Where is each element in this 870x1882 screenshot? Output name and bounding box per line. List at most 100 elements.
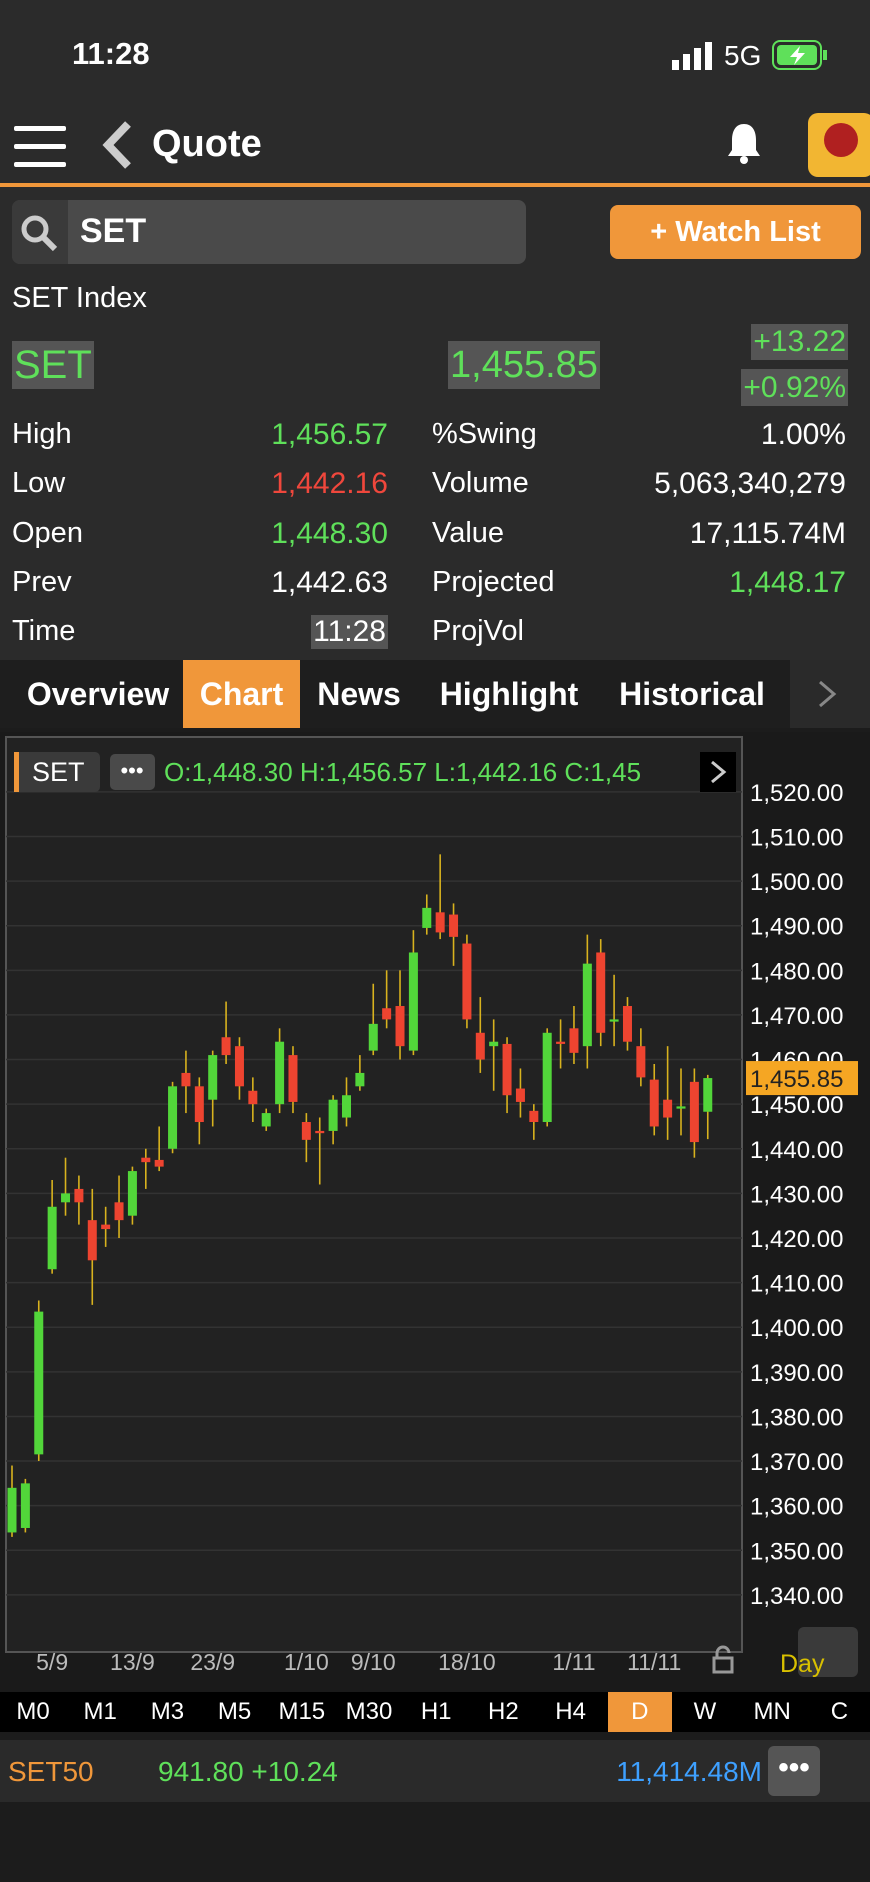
y-tick-label: 1,360.00 [750,1494,843,1521]
period-label: Day [780,1650,825,1678]
y-tick-label: 1,430.00 [750,1181,843,1208]
y-tick-label: 1,520.00 [750,780,843,807]
timeframe[interactable]: H4 [555,1698,586,1725]
bell-icon[interactable] [726,122,762,164]
candle-body [275,1041,285,1105]
timeframe[interactable]: C [830,1698,849,1725]
quote-change-pct: +0.92% [741,369,848,406]
candle-body [422,907,432,928]
symbol-chip-bar [14,752,19,792]
lock-icon [712,1645,734,1674]
y-tick-label: 1,350.00 [750,1538,843,1565]
ohlc-clip: O:1,448.30 H:1,456.57 L:1,442.16 C:1,45 [164,757,641,787]
candle-body [542,1032,552,1123]
y-tick-label: 1,490.00 [750,914,843,941]
stat-value: 17,115.74M [689,517,846,550]
aspen-logo[interactable] [808,113,870,177]
candle-body [288,1055,298,1102]
tab[interactable]: Overview [26,676,170,712]
candle-body [34,1311,44,1455]
tab[interactable]: News [317,676,401,712]
candle-body [248,1090,258,1105]
ohlc-text: O:1,448.30 H:1,456.57 L:1,442.16 C:1,45 [164,757,641,787]
timeframe[interactable]: MN [753,1698,791,1725]
candle-body [529,1110,539,1123]
menu-icon[interactable] [14,126,68,168]
candle-body [328,1099,338,1131]
y-tick-label: 1,370.00 [750,1449,843,1476]
candle-body [408,952,418,1051]
stat-value: 1,456.57 [271,418,388,451]
stat-value: 1,442.63 [271,566,388,599]
y-tick-label: 1,500.00 [750,869,843,896]
y-tick-label: 1,440.00 [750,1137,843,1164]
timeframe[interactable]: M1 [83,1698,117,1725]
quote-symbol: SET [12,341,94,389]
search-icon [21,215,58,252]
timeframe[interactable]: D [607,1692,672,1732]
timeframe[interactable]: M15 [278,1698,326,1725]
timeframe[interactable]: M0 [16,1698,50,1725]
candle-body [141,1157,151,1163]
plot-area [5,736,743,1653]
tab-more[interactable] [790,660,870,728]
tab[interactable]: Historical [619,676,765,712]
tab[interactable]: Chart [199,676,284,712]
x-tick-label: 18/10 [438,1649,496,1675]
timeframe[interactable]: M30 [345,1698,393,1725]
tab[interactable]: Highlight [439,676,579,712]
ticker-price: 941.80 +10.24 [158,1756,338,1787]
watch-list-button[interactable]: + Watch List [610,205,861,259]
candle-body [194,1086,204,1123]
candle-body [355,1072,365,1087]
timeframe[interactable]: M5 [217,1698,252,1725]
candle-body [596,952,606,1033]
stat-value: 5,063,340,279 [654,467,846,500]
candle-body [7,1487,17,1533]
network: 5G [724,40,762,71]
candle-body [649,1079,659,1127]
stat-label: Value [432,517,505,549]
header-rule [0,183,870,187]
chart-symbol: SET [32,757,85,787]
tab-highlight [183,660,300,728]
x-tick-label: 1/10 [284,1649,329,1675]
search-box[interactable] [12,200,526,264]
tab-bar [0,660,870,728]
candle-body [101,1224,111,1230]
candle-body [462,943,472,1020]
timeframe[interactable]: W [693,1698,717,1725]
candle-body [234,1046,244,1087]
candle-body [515,1088,525,1102]
search-icon-bg [12,200,68,264]
back-icon[interactable] [100,120,134,170]
candle-body [703,1078,713,1112]
stat-label: ProjVol [432,615,524,647]
x-tick-label: 23/9 [190,1649,235,1675]
stat-label: High [12,418,72,450]
timeframe[interactable]: M3 [150,1698,185,1725]
timeframe[interactable]: H1 [420,1698,452,1725]
search-query: SET [80,212,147,250]
candle-body [475,1032,485,1060]
ticker-more[interactable]: ••• [768,1746,820,1796]
last-price-label: 1,455.85 [750,1066,843,1093]
candle-body [556,1041,566,1044]
stat-label: Open [12,517,83,549]
battery [772,40,827,70]
symbol-chip [14,752,100,792]
ticker-value: 11,414.48M [616,1756,762,1787]
timeframe[interactable]: H2 [488,1698,519,1725]
candle-body [181,1072,191,1087]
clock: 11:28 [72,36,150,71]
fullscreen-button[interactable] [798,1627,858,1677]
ohlc-chevron [711,760,727,784]
candle-body [382,1008,392,1020]
chart-menu[interactable] [110,754,155,790]
candle-body [569,1028,579,1053]
y-tick-label: 1,380.00 [750,1404,843,1431]
quote-last: 1,455.85 [448,341,600,389]
stat-label: %Swing [432,418,537,450]
chart-menu-dots: ••• [120,758,143,783]
